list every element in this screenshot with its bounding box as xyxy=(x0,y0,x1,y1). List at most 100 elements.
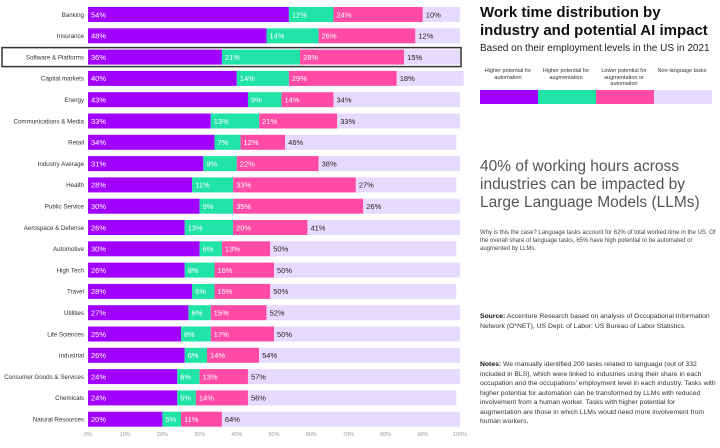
highlight-box xyxy=(1,46,462,68)
data-label: 12% xyxy=(292,10,307,19)
data-label: 12% xyxy=(418,32,433,41)
x-tick-label: 80% xyxy=(380,432,391,438)
bar-segment xyxy=(88,411,163,427)
data-label: 57% xyxy=(251,372,266,381)
bar-segment xyxy=(88,198,200,214)
data-label: 28% xyxy=(91,181,106,190)
bar-segment xyxy=(88,49,222,65)
bar-segment xyxy=(88,283,193,299)
bar-segment xyxy=(233,177,356,193)
data-label: 9% xyxy=(251,96,262,105)
bar-segment xyxy=(192,283,215,299)
data-label: 20% xyxy=(236,223,251,232)
category-label: Communications & Media xyxy=(14,118,85,125)
data-label: 14% xyxy=(284,96,299,105)
bar-segment xyxy=(318,28,416,44)
bar-segment xyxy=(259,347,460,363)
bar-segment xyxy=(300,49,405,65)
data-label: 34% xyxy=(91,138,106,147)
bar-segment xyxy=(88,326,181,342)
bar-segment xyxy=(181,411,222,427)
data-label: 11% xyxy=(184,415,199,424)
bar-segment xyxy=(247,92,282,108)
data-label: 18% xyxy=(400,74,415,83)
bar-segment xyxy=(195,390,248,406)
bar-segment xyxy=(233,220,308,235)
category-label: Software & Platforms xyxy=(26,54,84,61)
bar-segment xyxy=(247,390,457,406)
data-label: 31% xyxy=(91,159,106,168)
data-label: 33% xyxy=(236,181,251,190)
bar-segment xyxy=(203,156,237,172)
bar-segment xyxy=(274,262,460,278)
source-text: Accenture Research based on analysis of … xyxy=(480,313,710,330)
bar-segment xyxy=(281,92,334,108)
bar-segment xyxy=(221,411,460,427)
bar-segment xyxy=(210,326,274,342)
category-label: Capital markets xyxy=(41,76,84,83)
bar-segment xyxy=(88,262,185,278)
bar-segment xyxy=(88,70,237,86)
bar-segment xyxy=(207,347,260,363)
data-label: 6% xyxy=(180,372,191,381)
data-label: 20% xyxy=(91,415,106,424)
bar-segment xyxy=(88,390,178,406)
data-label: 11% xyxy=(195,181,210,190)
bar-segment xyxy=(177,390,196,406)
bar-segment xyxy=(88,177,193,193)
bar-segment xyxy=(199,198,234,214)
data-label: 6% xyxy=(188,351,199,360)
data-label: 15% xyxy=(214,309,229,318)
data-label: 14% xyxy=(270,32,285,41)
bar-segment xyxy=(88,92,248,108)
category-label: Natural Resources xyxy=(33,417,84,424)
bar-segment xyxy=(88,156,204,172)
category-label: Energy xyxy=(64,97,85,104)
x-tick-label: 10% xyxy=(120,432,131,438)
data-label: 13% xyxy=(203,372,218,381)
bar-segment xyxy=(210,113,260,129)
bar-segment xyxy=(181,326,211,342)
data-label: 13% xyxy=(225,245,240,254)
data-label: 16% xyxy=(217,266,232,275)
data-label: 24% xyxy=(91,394,106,403)
legend-swatch-automation xyxy=(480,90,538,104)
bar-segment xyxy=(214,134,241,150)
data-label: 8% xyxy=(184,330,195,339)
chart-title: Work time distribution by industry and p… xyxy=(480,4,708,39)
category-label: Insurance xyxy=(57,33,85,40)
data-label: 6% xyxy=(191,309,202,318)
x-tick-label: 20% xyxy=(157,432,168,438)
data-label: 6% xyxy=(203,245,214,254)
data-label: 26% xyxy=(91,351,106,360)
data-label: 17% xyxy=(214,330,229,339)
bar-segment xyxy=(266,28,319,44)
bar-segment xyxy=(236,70,289,86)
data-label: 38% xyxy=(322,159,337,168)
data-label: 50% xyxy=(277,330,292,339)
data-label: 7% xyxy=(217,138,228,147)
data-label: 27% xyxy=(359,181,374,190)
bar-segment xyxy=(247,369,460,385)
category-label: Banking xyxy=(62,12,85,19)
bar-segment xyxy=(88,7,289,22)
notes: Notes: We manually identified 200 tasks … xyxy=(480,360,716,427)
x-tick-label: 90% xyxy=(417,432,428,438)
bar-segment xyxy=(214,262,274,278)
bar-segment xyxy=(184,220,234,235)
data-label: 14% xyxy=(240,74,255,83)
category-label: Industry Average xyxy=(38,161,85,168)
stacked-bar-chart: Banking 54% 12% 24% 10% Insurance 48% 14% 26% 12%… xyxy=(1,7,467,438)
data-label: 34% xyxy=(337,96,352,105)
data-label: 13% xyxy=(188,223,203,232)
data-label: 12% xyxy=(244,138,259,147)
bar-segment xyxy=(210,305,267,321)
category-label: Travel xyxy=(67,289,84,296)
legend-label-automation: Higher potential for automation xyxy=(484,68,532,81)
data-label: 10% xyxy=(426,10,441,19)
category-label: Aerospace & Defense xyxy=(24,225,85,232)
data-label: 29% xyxy=(292,74,307,83)
x-tick-label: 0% xyxy=(84,432,92,438)
notes-label: Notes: xyxy=(480,361,502,368)
data-label: 54% xyxy=(91,10,106,19)
